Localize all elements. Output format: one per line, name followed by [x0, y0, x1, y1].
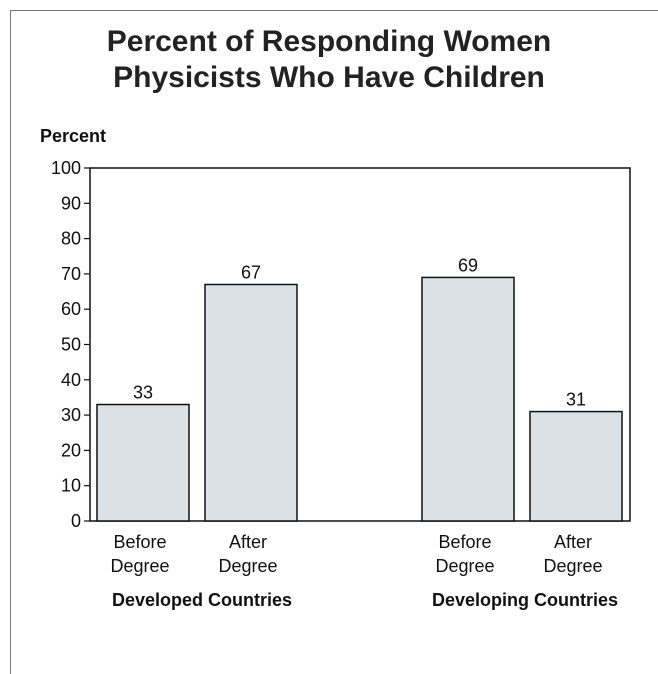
bar [421, 276, 515, 522]
y-tick-label: 40 [61, 370, 81, 390]
group-label: Developed Countries [112, 590, 292, 610]
y-tick-label: 100 [51, 158, 81, 178]
y-axis-label: Percent [40, 126, 106, 146]
y-tick-label: 0 [71, 511, 81, 531]
chart-title-line-1: Percent of Responding Women [106, 25, 552, 58]
chart-title-line-2: Physicists Who Have Children [113, 61, 545, 94]
y-tick-label: 60 [61, 299, 81, 319]
bar-value-label: 31 [566, 390, 586, 410]
category-label: Degree [435, 556, 494, 576]
category-label: Degree [543, 556, 602, 576]
category-label: Degree [218, 556, 277, 576]
bar-value-label: 69 [458, 255, 478, 275]
category-label: Before [113, 532, 166, 552]
chart-title: Percent of Responding Women Physicists W… [0, 24, 658, 96]
y-tick-label: 80 [61, 229, 81, 249]
bar [529, 410, 623, 522]
y-tick-label: 70 [61, 264, 81, 284]
bar-value-label: 33 [133, 383, 153, 403]
y-tick-label: 50 [61, 335, 81, 355]
group-label: Developing Countries [432, 590, 618, 610]
category-label: After [554, 532, 592, 552]
y-tick-label: 20 [61, 440, 81, 460]
category-label: Before [438, 532, 491, 552]
y-tick-label: 10 [61, 476, 81, 496]
bars: 33 67 69 31 [96, 255, 623, 522]
category-label: Degree [110, 556, 169, 576]
category-labels: Before Degree After Degree Developed Countri… [110, 532, 618, 610]
y-tick-label: 30 [61, 405, 81, 425]
chart-frame [10, 10, 658, 674]
category-label: After [229, 532, 267, 552]
bar [96, 403, 190, 522]
bar [204, 283, 298, 522]
bar-value-label: 67 [241, 262, 261, 282]
y-tick-label: 90 [61, 193, 81, 213]
y-axis: 0 10 20 30 40 50 60 70 80 90 100 [51, 158, 90, 531]
